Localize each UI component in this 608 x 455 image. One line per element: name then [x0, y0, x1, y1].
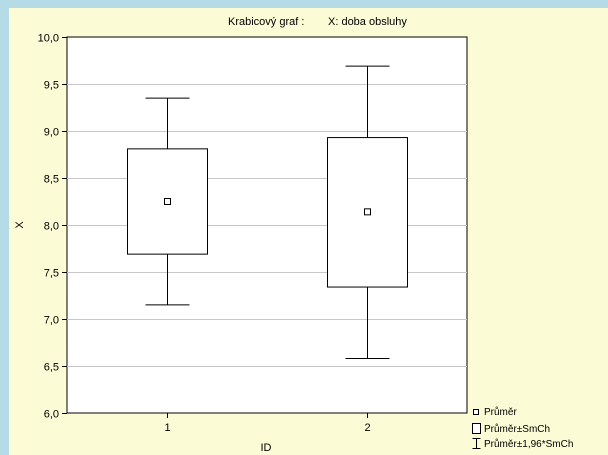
- boxes: [127, 65, 408, 359]
- chart-title: Krabicový graf :: [228, 16, 304, 28]
- x-axis-label: ID: [261, 442, 272, 454]
- mean-marker: [364, 208, 371, 216]
- y-tick-label: 9,5: [44, 80, 59, 92]
- legend-whisker-marker: [472, 438, 481, 449]
- y-tick-label: 9,0: [44, 127, 59, 139]
- y-tick-label: 7,5: [44, 268, 59, 280]
- box-group-2: [327, 65, 408, 359]
- x-tick-label: 1: [164, 422, 170, 434]
- box-group-1: [127, 97, 208, 306]
- chart-subtitle: X: doba obsluhy: [328, 16, 407, 28]
- legend-box-marker: [472, 423, 481, 434]
- y-tick-label: 8,5: [44, 174, 59, 186]
- y-axis-ticks: 6,0 6,5 7,0 7,5 8,0 8,5 9,0 9,5 10,0: [38, 33, 67, 421]
- legend-label-whisker: Průměr±1,96*SmCh: [484, 438, 573, 450]
- y-tick-label: 7,0: [44, 315, 59, 327]
- y-tick-label: 8,0: [44, 221, 59, 233]
- mean-marker: [164, 198, 171, 205]
- legend: Průměr Průměr±SmCh Průměr±1,96*SmCh: [472, 406, 573, 450]
- legend-mean-marker: [473, 409, 479, 415]
- y-axis-label: X: [14, 221, 26, 229]
- legend-label-box: Průměr±SmCh: [484, 423, 550, 435]
- y-tick-label: 10,0: [38, 33, 59, 45]
- y-tick-label: 6,0: [44, 409, 59, 421]
- y-tick-label: 6,5: [44, 362, 59, 374]
- x-tick-label: 2: [364, 422, 370, 434]
- legend-label-mean: Průměr: [484, 406, 517, 418]
